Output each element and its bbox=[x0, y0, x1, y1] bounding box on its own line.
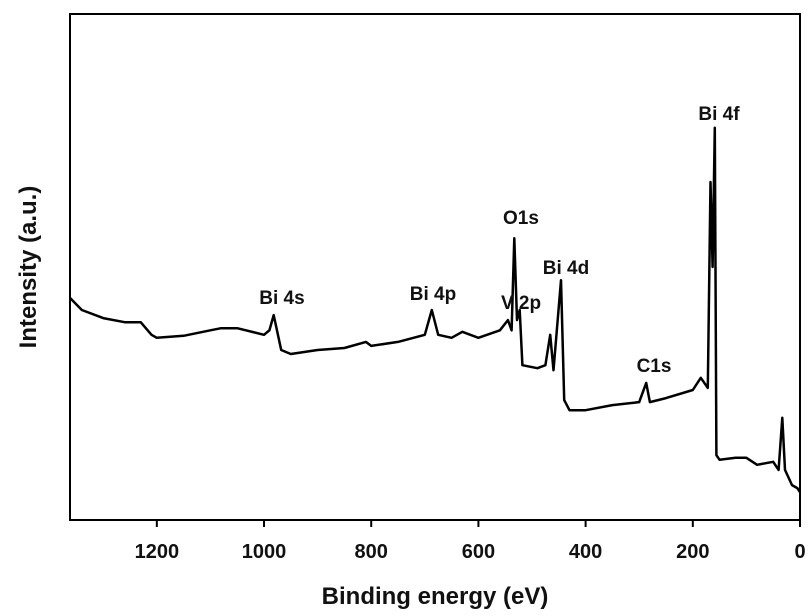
plot-frame bbox=[69, 13, 801, 521]
x-tick-label: 1200 bbox=[135, 541, 180, 563]
x-axis-label: Binding energy (eV) bbox=[322, 583, 549, 610]
peak-label: Bi 4d bbox=[543, 258, 589, 279]
peak-label: C1s bbox=[637, 356, 672, 377]
peak-label: Bi 4p bbox=[410, 284, 456, 305]
peak-label: Bi 4s bbox=[259, 288, 304, 309]
x-tick-label: 400 bbox=[569, 541, 602, 563]
peak-label: V 2p bbox=[501, 293, 541, 314]
peak-label: O1s bbox=[503, 208, 539, 229]
spectrum-line bbox=[69, 126, 802, 493]
x-tick-label: 200 bbox=[676, 541, 709, 563]
peak-label: Bi 4f bbox=[698, 104, 740, 125]
x-tick-label: 0 bbox=[794, 541, 805, 563]
x-tick-label: 600 bbox=[462, 541, 495, 563]
x-tick-label: 800 bbox=[355, 541, 388, 563]
x-tick-label: 1000 bbox=[242, 541, 287, 563]
y-axis-label: Intensity (a.u.) bbox=[15, 186, 42, 349]
